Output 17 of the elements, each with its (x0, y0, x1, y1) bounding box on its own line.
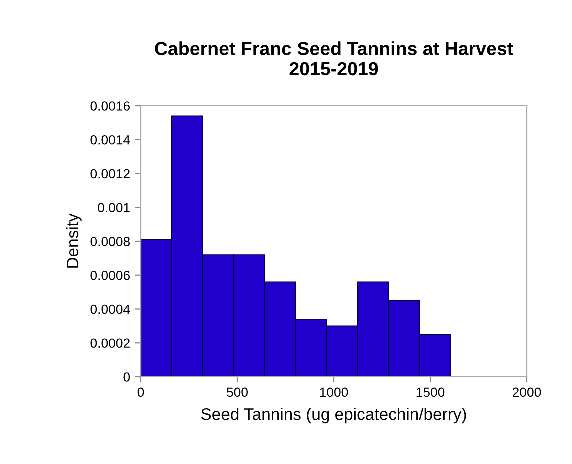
x-tick-label: 0 (138, 388, 144, 398)
x-tick-label: 2000 (512, 388, 542, 398)
y-tick-label: 0.0012 (90, 169, 130, 179)
y-tick-label: 0.0006 (90, 270, 130, 280)
y-tick-label: 0.0002 (90, 338, 130, 348)
y-tick-label: 0.0016 (90, 102, 130, 111)
y-tick-label: 0.0014 (90, 135, 130, 145)
y-tick-label: 0.001 (98, 203, 130, 213)
x-axis-title: Seed Tannins (ug epicatechin/berry) (202, 408, 466, 424)
y-axis-title: Density (66, 214, 82, 268)
y-tick-label: 0.0008 (90, 237, 130, 246)
y-tick-label: 0 (124, 372, 130, 382)
x-tick-label: 500 (227, 388, 248, 398)
y-tick-label: 0.0004 (90, 304, 130, 314)
chart-title: Cabernet Franc Seed Tannins at Harvest 2015-2019 (155, 42, 514, 76)
x-tick-label: 1500 (416, 388, 445, 398)
x-tick-label: 1000 (320, 388, 348, 398)
